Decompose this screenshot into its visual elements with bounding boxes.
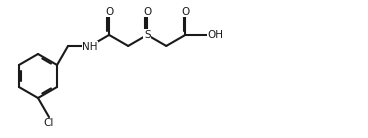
Text: Cl: Cl (44, 118, 54, 128)
Text: S: S (144, 30, 151, 40)
Text: O: O (143, 7, 151, 17)
Text: NH: NH (82, 42, 98, 52)
Text: O: O (105, 7, 113, 17)
Text: OH: OH (207, 30, 223, 40)
Text: O: O (181, 7, 190, 17)
